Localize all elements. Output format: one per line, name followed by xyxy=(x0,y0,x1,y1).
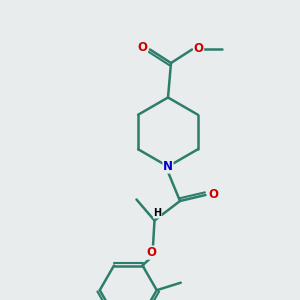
Text: H: H xyxy=(153,208,162,218)
Text: O: O xyxy=(146,246,157,259)
Text: O: O xyxy=(137,41,148,55)
Text: O: O xyxy=(194,42,204,56)
Text: O: O xyxy=(208,188,218,201)
Text: N: N xyxy=(163,160,173,173)
